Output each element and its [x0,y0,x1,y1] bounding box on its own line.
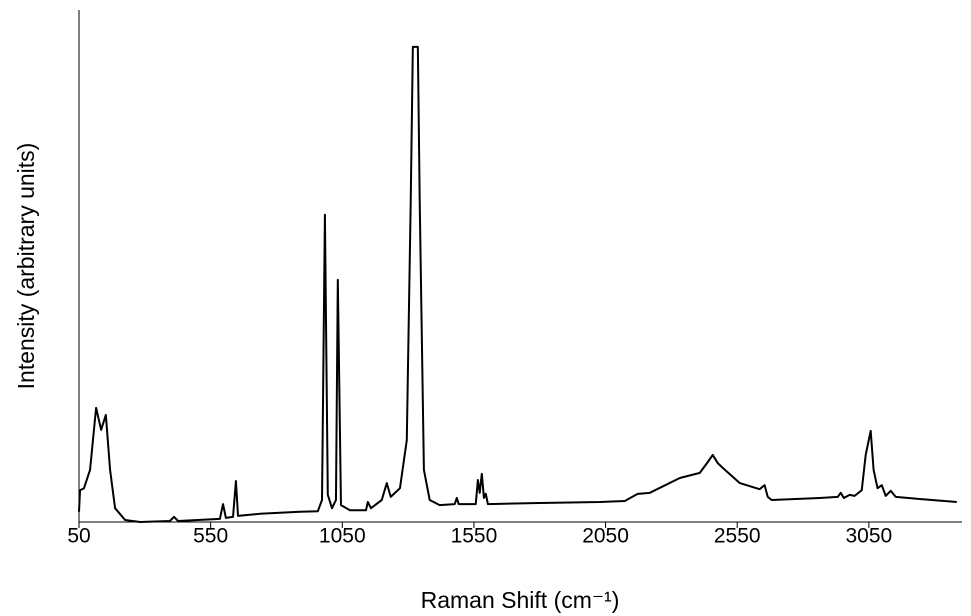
x-tick-label: 550 [193,525,228,548]
x-axis-title: Raman Shift (cm⁻¹) [421,587,620,613]
spectrum-line [78,45,957,523]
x-tick-label: 2050 [582,525,629,548]
x-tick-label: 50 [67,525,90,548]
x-tick-label: 1050 [319,525,366,548]
x-tick-label: 1550 [451,525,498,548]
x-tick-label: 3050 [845,525,892,548]
y-axis-title: Intensity (arbitrary units) [13,143,39,390]
x-tick-label: 2550 [714,525,761,548]
